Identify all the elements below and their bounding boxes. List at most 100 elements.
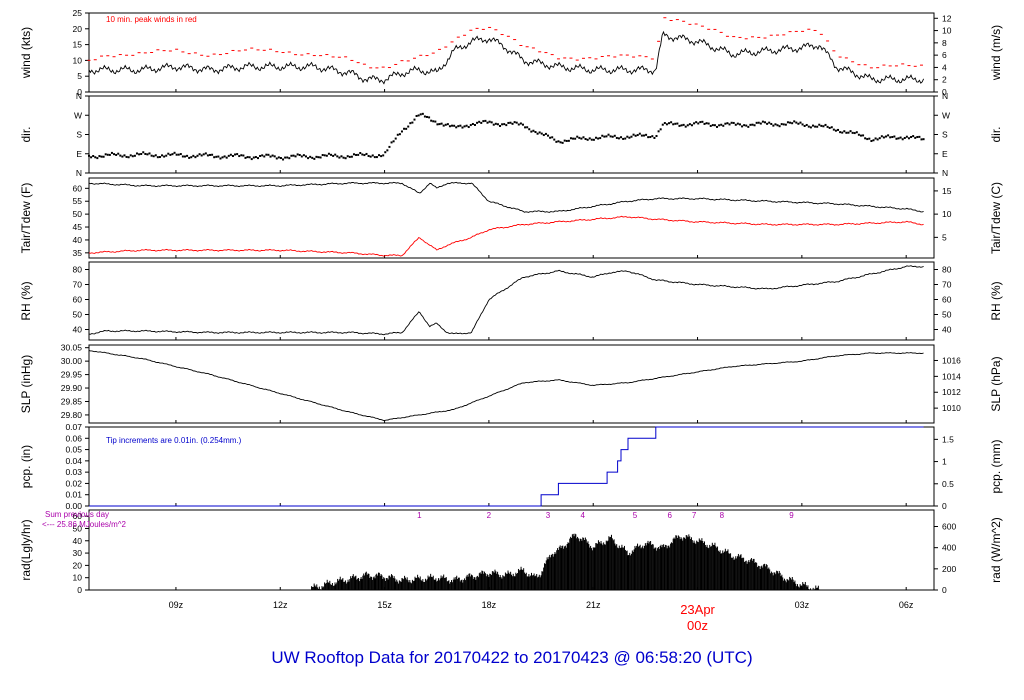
wind-direction-point [868,137,871,140]
y-tick-label-temp: 50 [73,209,83,219]
wind-direction-point [173,151,176,154]
y-tick-label-wind: 25 [73,8,83,18]
series-line-temp-Tair [88,181,924,213]
y-tick-label-rh: 40 [73,325,83,335]
wind-direction-point [188,156,191,159]
wind-direction-point [743,124,746,127]
wind-direction-point [580,137,583,140]
wind-direction-point [179,153,182,156]
hour-marker: 8 [720,511,725,520]
wind-direction-point [144,152,147,155]
wind-direction-point [534,131,537,134]
wind-direction-point [503,123,506,126]
wind-direction-point [227,154,230,157]
wind-direction-point [273,155,276,158]
wind-direction-point [549,136,552,139]
y-tick-label-rad: 30 [73,548,83,558]
y-tick-label-rh: 80 [73,265,83,275]
wind-direction-point [269,155,272,158]
wind-direction-point [701,120,704,123]
wind-direction-point [248,156,251,159]
wind-direction-point [834,129,837,132]
wind-direction-point [267,153,270,156]
y-tick-label-dir: N [76,168,82,178]
precip-annotation: Tip increments are 0.01in. (0.254mm.) [106,436,242,445]
y-axis-title-temp: Tair/Tdew (F) [19,183,33,254]
wind-direction-point [761,120,764,123]
wind-direction-point [837,128,840,131]
y-tick-label-right-dir: E [942,149,948,159]
wind-direction-point [853,132,856,135]
wind-direction-point [528,128,531,131]
y-tick-label-right-rh: 70 [942,280,952,290]
wind-direction-point [599,137,602,140]
hour-marker: 2 [487,511,492,520]
wind-direction-point [442,124,445,127]
wind-direction-point [461,126,464,129]
wind-direction-point [419,113,422,116]
wind-direction-point [119,154,122,157]
wind-direction-point [567,139,570,142]
wind-direction-point [678,124,681,127]
wind-direction-point [129,154,132,157]
wind-direction-point [809,126,812,129]
wind-direction-point [511,122,514,125]
wind-direction-point [751,123,754,126]
wind-direction-point [880,135,883,138]
wind-direction-point [396,133,399,136]
wind-direction-point [313,157,316,160]
wind-direction-point [471,122,474,125]
wind-direction-point [488,120,491,123]
wind-direction-point [632,133,635,136]
y-axis-title-pcp: pcp. (in) [19,445,33,488]
wind-direction-point [417,114,420,117]
x-tick-label: 12z [273,600,288,610]
y-axis-title-rad: rad(Lgly/hr) [19,519,33,580]
wind-direction-point [219,157,222,160]
y-tick-label-pcp: 0.00 [65,501,82,511]
y-tick-label-slp: 29.80 [61,410,83,420]
wind-direction-point [509,121,512,124]
wind-direction-point [753,124,756,127]
wind-direction-point [459,124,462,127]
wind-direction-point [265,153,268,156]
wind-direction-point [776,124,779,127]
y-tick-label-right-rad: 200 [942,564,956,574]
x-date-label: 23Apr [680,602,715,617]
y-tick-label-slp: 29.85 [61,396,83,406]
wind-direction-point [490,121,493,124]
wind-direction-point [392,140,395,143]
wind-direction-point [165,154,168,157]
wind-direction-point [659,128,662,131]
wind-direction-point [394,137,397,140]
wind-direction-point [732,121,735,124]
wind-direction-point [716,125,719,128]
wind-direction-point [327,152,330,155]
wind-direction-point [171,153,174,156]
wind-direction-point [342,156,345,159]
wind-direction-point [332,154,335,157]
hour-marker: 5 [633,511,638,520]
wind-direction-point [824,123,827,126]
wind-direction-point [872,139,875,142]
wind-direction-point [722,124,725,127]
wind-direction-point [175,153,178,156]
wind-direction-point [355,153,358,156]
wind-direction-point [138,153,141,156]
wind-direction-point [634,134,637,137]
wind-direction-point [613,134,616,137]
wind-direction-point [647,136,650,139]
wind-direction-point [428,116,431,119]
wind-direction-point [530,130,533,133]
y-tick-label-wind: 15 [73,40,83,50]
wind-direction-point [290,154,293,157]
wind-direction-point [505,124,508,127]
wind-direction-point [200,154,203,157]
wind-direction-point [309,155,312,158]
wind-direction-point [705,122,708,125]
wind-direction-point [772,124,775,127]
y-tick-label-right-wind: 2 [942,75,947,85]
wind-direction-point [832,128,835,131]
panel-frame-rh [88,261,935,341]
wind-direction-point [672,123,675,126]
